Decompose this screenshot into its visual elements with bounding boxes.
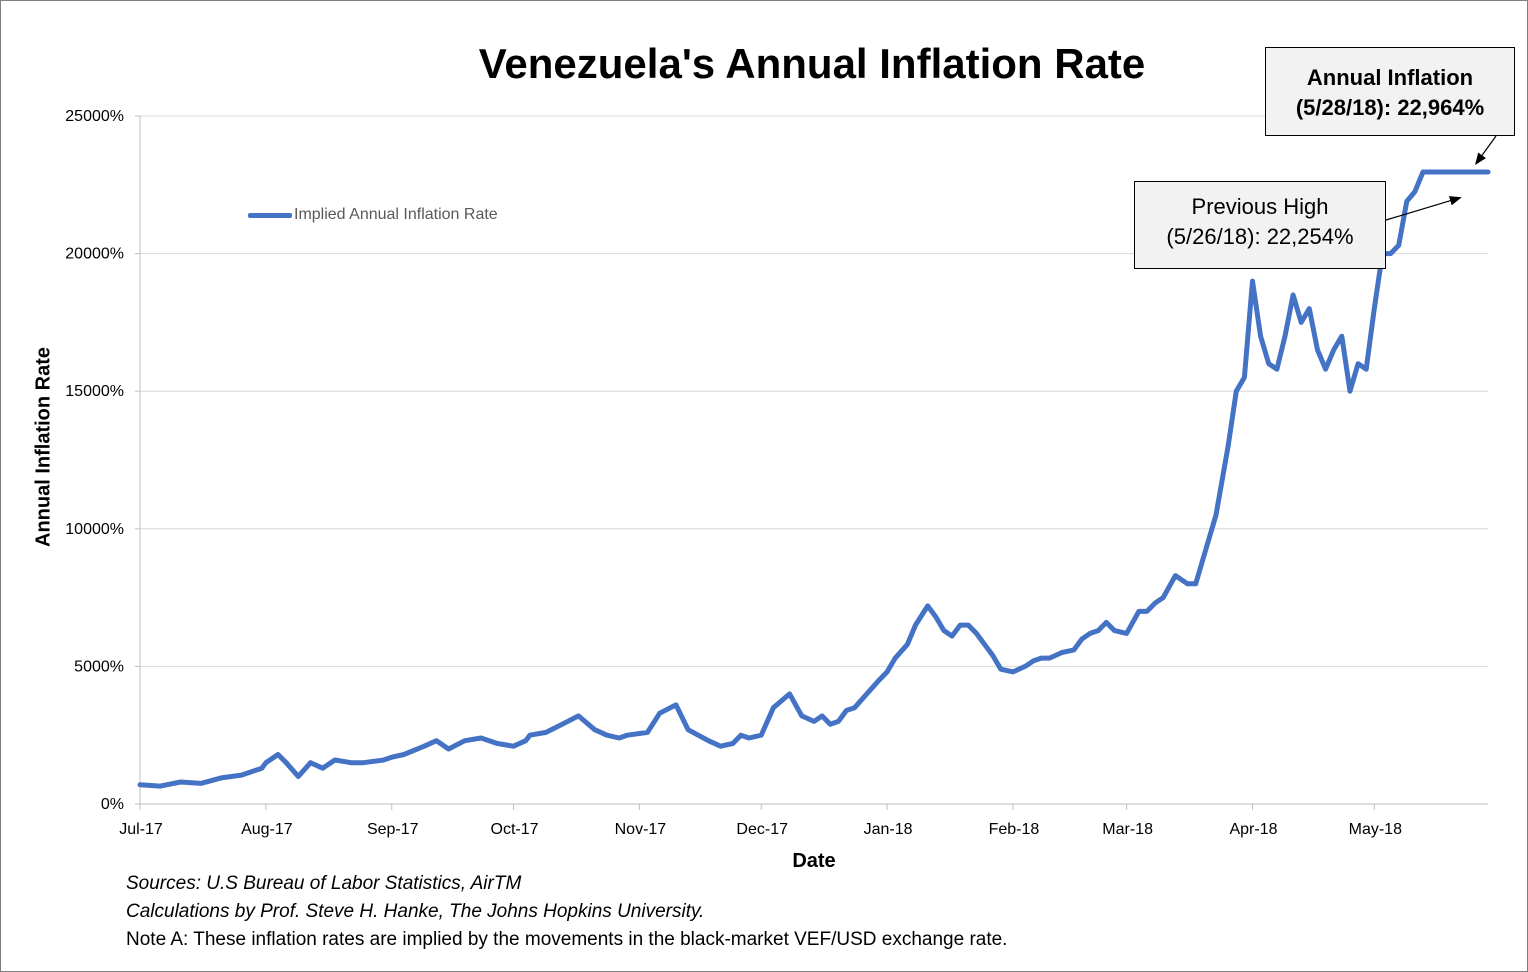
chart-legend: Implied Annual Inflation Rate	[248, 206, 498, 224]
note-a: Note A: These inflation rates are implie…	[126, 929, 1008, 950]
y-tick-label: 15000%	[65, 383, 124, 400]
annual-inflation-arrow	[1475, 135, 1497, 166]
y-tick-label: 0%	[101, 796, 124, 813]
y-tick-label: 20000%	[65, 246, 124, 263]
x-tick-label: Dec-17	[736, 821, 788, 838]
x-tick-label: Jan-18	[864, 821, 913, 838]
x-tick-label: Aug-17	[241, 821, 293, 838]
y-tick-label: 10000%	[65, 521, 124, 538]
y-axis-label: Annual Inflation Rate	[32, 347, 55, 547]
y-tick-label: 5000%	[74, 658, 124, 675]
legend-label: Implied Annual Inflation Rate	[294, 206, 498, 223]
x-tick-label: Feb-18	[989, 821, 1040, 838]
previous-high-value: (5/26/18): 22,254%	[1166, 224, 1354, 249]
y-tick-label: 25000%	[65, 108, 124, 125]
x-axis-label: Date	[792, 850, 836, 872]
chart-title: Venezuela's Annual Inflation Rate	[478, 40, 1146, 87]
legend-swatch	[248, 212, 292, 218]
x-tick-label: Jul-17	[119, 821, 163, 838]
previous-high-arrow	[1385, 196, 1462, 221]
x-tick-label: Nov-17	[615, 821, 667, 838]
x-tick-label: Apr-18	[1229, 821, 1277, 838]
x-tick-label: Sep-17	[367, 821, 419, 838]
sources-note: Sources: U.S Bureau of Labor Statistics,…	[126, 873, 522, 894]
annual-inflation-callout: Annual Inflation (5/28/18): 22,964%	[1265, 47, 1515, 136]
annual-inflation-label: Annual Inflation	[1306, 65, 1474, 90]
x-tick-label: May-18	[1349, 821, 1402, 838]
previous-high-callout: Previous High (5/26/18): 22,254%	[1134, 181, 1386, 269]
chart-notes: Sources: U.S Bureau of Labor Statistics,…	[126, 870, 1007, 954]
previous-high-label: Previous High	[1191, 194, 1329, 219]
x-tick-label: Oct-17	[491, 821, 539, 838]
calculations-note: Calculations by Prof. Steve H. Hanke, Th…	[126, 901, 705, 922]
annual-inflation-value: (5/28/18): 22,964%	[1295, 95, 1485, 120]
series-line	[137, 169, 1491, 789]
x-tick-label: Mar-18	[1102, 821, 1153, 838]
